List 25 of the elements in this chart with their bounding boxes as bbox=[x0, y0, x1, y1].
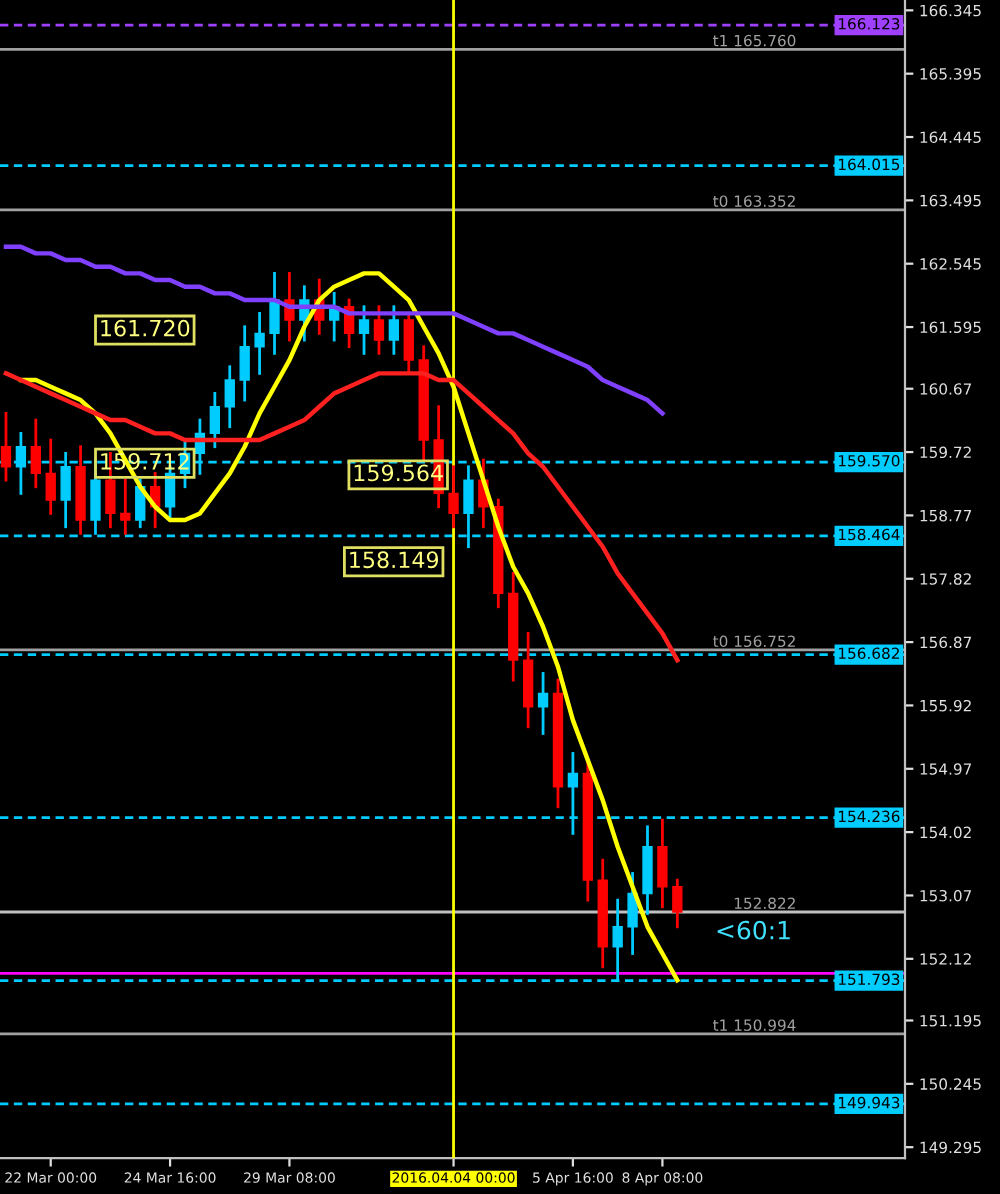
candlestick bbox=[45, 438, 56, 515]
candlestick bbox=[537, 672, 549, 735]
candlestick bbox=[254, 311, 265, 375]
candlestick bbox=[642, 825, 653, 915]
candlestick bbox=[672, 878, 683, 929]
text: <60:1 bbox=[717, 920, 790, 940]
candlestick bbox=[269, 271, 280, 355]
candlestick bbox=[224, 365, 235, 429]
annotation: 158.149 bbox=[350, 551, 439, 569]
candlestick bbox=[373, 305, 385, 355]
candlestick bbox=[627, 872, 638, 955]
candlestick bbox=[403, 311, 414, 375]
candlestick bbox=[30, 418, 41, 489]
annotation: 161.720 bbox=[101, 319, 190, 337]
candlestick bbox=[448, 465, 459, 529]
candlestick bbox=[120, 478, 131, 535]
candlestick bbox=[657, 818, 668, 909]
candlestick bbox=[522, 632, 534, 729]
line-series bbox=[3, 371, 680, 663]
candlestick bbox=[239, 325, 250, 402]
candlestick bbox=[209, 392, 221, 449]
candlestick bbox=[388, 305, 400, 355]
line-series bbox=[3, 244, 665, 416]
candlestick bbox=[0, 412, 12, 482]
candlestick bbox=[358, 305, 370, 355]
